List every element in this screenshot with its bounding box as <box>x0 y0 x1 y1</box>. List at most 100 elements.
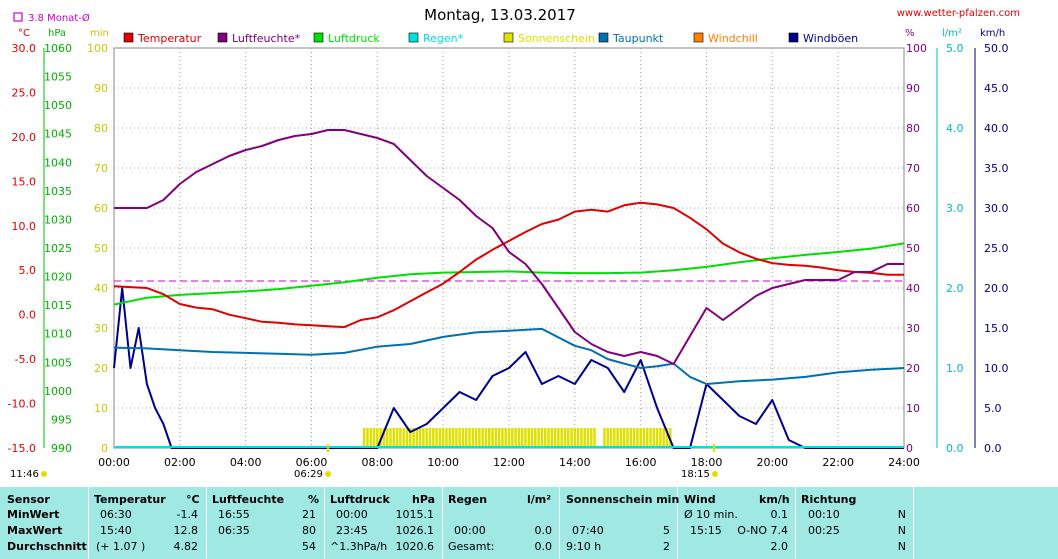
legend-swatch <box>503 32 514 43</box>
temp-tick-label: -15.0 <box>8 442 36 455</box>
humidity-tick-label: 30 <box>906 322 920 335</box>
wind-tick-label: 10.0 <box>984 362 1009 375</box>
dawn-label: 06:29 <box>294 469 323 480</box>
legend-label: Windböen <box>803 32 858 45</box>
temp-tick-label: 20.0 <box>12 131 37 144</box>
max-press-time: 23:45 <box>336 524 368 537</box>
dusk-label: 18:15 <box>681 469 710 480</box>
avg-dir: N <box>897 540 906 553</box>
avg-sun-time: 9:10 h <box>566 540 602 553</box>
sun-min-tick-label: 50 <box>94 242 108 255</box>
rain-tick-label: 5.0 <box>946 42 964 55</box>
sun-min-tick-label: 0 <box>101 442 108 455</box>
sun-min-tick-label: 10 <box>94 402 108 415</box>
pressure-tick-label: 1060 <box>44 42 72 55</box>
wind-tick-label: 30.0 <box>984 202 1009 215</box>
legend-label: Temperatur <box>137 32 202 45</box>
max-sun-time: 07:40 <box>572 524 604 537</box>
pressure-tick-label: 1030 <box>44 213 72 226</box>
pressure-tick-label: 1055 <box>44 71 72 84</box>
hdr-hum-unit: % <box>308 493 320 506</box>
legend-swatch <box>408 32 419 43</box>
max-dir: N <box>897 524 906 537</box>
min-press: 1015.1 <box>395 508 435 521</box>
humidity-tick-label: 50 <box>906 242 920 255</box>
hdr-wind-unit: km/h <box>759 493 790 506</box>
min-temp-time: 06:30 <box>100 508 132 521</box>
series-line-luftdruck <box>113 242 905 306</box>
time-tick-label: 04:00 <box>230 456 262 469</box>
temp-tick-label: 25.0 <box>12 86 37 99</box>
temp-tick-label: -5.0 <box>15 353 36 366</box>
time-tick-label: 14:00 <box>559 456 591 469</box>
humidity-tick-label: 40 <box>906 282 920 295</box>
series-line-temperatur <box>113 201 904 329</box>
max-dir-time: 00:25 <box>808 524 840 537</box>
pressure-tick-label: 995 <box>51 413 72 426</box>
humidity-tick-label: 10 <box>906 402 920 415</box>
pressure-tick-label: 1035 <box>44 185 72 198</box>
humidity-tick-label: 90 <box>906 82 920 95</box>
pressure-tick-label: 1005 <box>44 356 72 369</box>
sun-icon <box>712 471 718 477</box>
legend-swatch <box>788 32 799 43</box>
legend-swatch <box>217 32 228 43</box>
pressure-tick-label: 1025 <box>44 242 72 255</box>
pressure-tick-label: 990 <box>51 442 72 455</box>
humidity-tick-label: 80 <box>906 122 920 135</box>
hdr-rain-unit: l/m² <box>527 493 552 506</box>
min-dir-time: 00:10 <box>808 508 840 521</box>
monat-marker <box>13 12 23 22</box>
series-line-luftfeuchte <box>114 129 904 365</box>
hdr-press-unit: hPa <box>412 493 436 506</box>
sun-icon <box>41 471 47 477</box>
time-tick-label: 22:00 <box>822 456 854 469</box>
time-tick-label: 02:00 <box>164 456 196 469</box>
min-wind-label: Ø 10 min. <box>684 508 738 521</box>
weather-chart: Montag, 13.03.2017 www.wetter-pfalzen.co… <box>8 6 1020 480</box>
min-temp: -1.4 <box>176 508 198 521</box>
max-rain: 0.0 <box>534 524 553 537</box>
hdr-hum: Luftfeuchte <box>212 493 285 506</box>
sun-min-tick-label: 40 <box>94 282 108 295</box>
max-temp-time: 15:40 <box>100 524 132 537</box>
humidity-tick-label: 70 <box>906 162 920 175</box>
sun-min-tick-label: 30 <box>94 322 108 335</box>
legend-swatch <box>598 32 609 43</box>
max-hum-time: 06:35 <box>218 524 250 537</box>
grid <box>114 48 904 448</box>
monat-label: 3.8 Monat-Ø <box>28 12 90 24</box>
max-wind: O-NO 7.4 <box>737 524 788 537</box>
pressure-tick-label: 1015 <box>44 299 72 312</box>
hdr-rain: Regen <box>448 493 488 506</box>
hdr-dir: Richtung <box>801 493 857 506</box>
time-tick-label: 08:00 <box>361 456 393 469</box>
avg-rain: 0.0 <box>534 540 553 553</box>
unit-kmh: km/h <box>980 28 1005 39</box>
sunrise-display: 11:46 <box>10 469 39 480</box>
wind-tick-label: 25.0 <box>984 242 1009 255</box>
wind-tick-label: 40.0 <box>984 122 1009 135</box>
rain-tick-label: 3.0 <box>946 202 964 215</box>
max-hum: 80 <box>302 524 316 537</box>
rain-tick-label: 0.0 <box>946 442 964 455</box>
humidity-tick-label: 60 <box>906 202 920 215</box>
humidity-tick-label: 0 <box>906 442 913 455</box>
stats-table: Sensor Temperatur °C Luftfeuchte % Luftd… <box>0 487 1058 559</box>
legend: Temperatur Luftfeuchte* Luftdruck Regen* Son… <box>123 32 858 45</box>
wind-tick-label: 50.0 <box>984 42 1009 55</box>
avg-temp: 4.82 <box>173 540 199 553</box>
wind-tick-label: 35.0 <box>984 162 1009 175</box>
time-tick-label: 16:00 <box>625 456 657 469</box>
avg-sun: 2 <box>663 540 670 553</box>
temp-tick-label: 0.0 <box>19 309 37 322</box>
legend-swatch <box>123 32 134 43</box>
wind-tick-label: 45.0 <box>984 82 1009 95</box>
min-hum: 21 <box>302 508 316 521</box>
legend-label: Luftfeuchte* <box>232 32 301 45</box>
sun-time-markers: 11:46 06:29 18:15 <box>10 444 718 480</box>
unit-hpa: hPa <box>48 28 66 39</box>
avg-temp-trend: (+ 1.07 ) <box>96 540 146 553</box>
humidity-tick-label: 20 <box>906 362 920 375</box>
sun-min-tick-label: 70 <box>94 162 108 175</box>
